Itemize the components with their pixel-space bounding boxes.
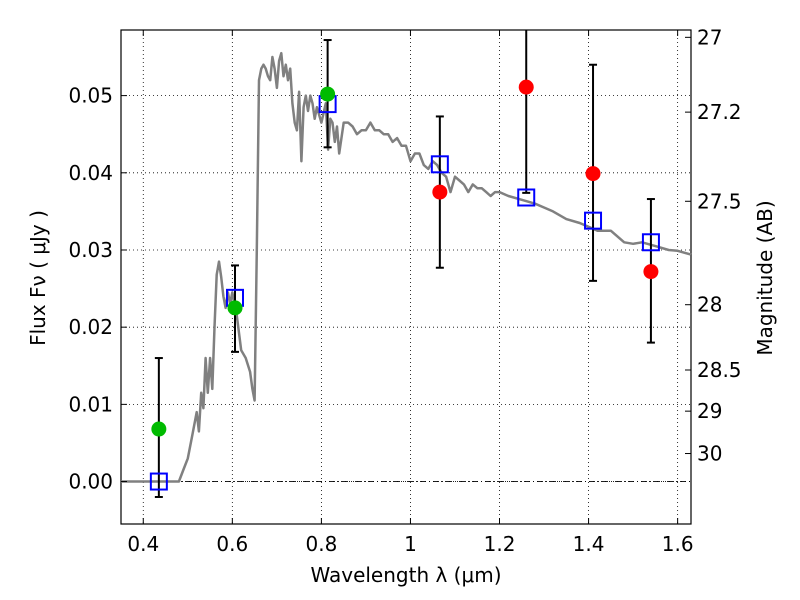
right-tick-label: 30 (697, 442, 722, 466)
right-tick-label: 27 (697, 25, 722, 49)
grid-x (142, 30, 679, 524)
x-tick-label: 1.4 (573, 532, 605, 556)
observed-red-point (643, 264, 659, 280)
observed-red-point (432, 184, 448, 200)
y-tick-label: 0.04 (68, 161, 113, 185)
observed-green-point (151, 421, 167, 437)
x-tick-label: 0.4 (127, 532, 159, 556)
model-photometry-point (430, 155, 449, 174)
observed-red-point (585, 166, 601, 182)
y-tick-label: 0.05 (68, 84, 113, 108)
marks (121, 30, 692, 498)
model-photometry-point (584, 211, 603, 230)
model-photometry-point (149, 472, 168, 491)
observed-green-point (227, 300, 243, 316)
right-axis-label: Magnitude (AB) (753, 200, 777, 355)
x-tick-label: 1.6 (662, 532, 694, 556)
y-axis-label: Flux Fν ( μJy ) (26, 210, 50, 346)
x-axis-label: Wavelength λ (μm) (310, 563, 501, 587)
right-tick-label: 28.5 (697, 358, 742, 382)
right-tick-label: 27.2 (697, 100, 742, 124)
x-tick-label: 1 (404, 532, 417, 556)
y-tick-label: 0.01 (68, 392, 113, 416)
model-photometry-point (517, 188, 536, 207)
y-tick-label: 0.02 (68, 315, 113, 339)
right-tick-label: 27.5 (697, 189, 742, 213)
model-spectrum-line (121, 51, 692, 483)
plot-frame (120, 29, 692, 525)
x-tick-label: 0.8 (305, 532, 337, 556)
right-tick-label: 29 (697, 399, 722, 423)
grid-y (121, 95, 691, 482)
model-photometry-point (641, 233, 660, 252)
observed-green-point (320, 86, 336, 102)
x-tick-label: 1.2 (484, 532, 516, 556)
y-tick-label: 0.03 (68, 238, 113, 262)
ticks: 0.4 0.6 0.8 1 1.2 1.4 1.6 0.00 0.01 0.02 0.03 0.04 0… (68, 25, 741, 556)
observed-red-point (518, 79, 534, 95)
y-tick-label: 0.00 (68, 470, 113, 494)
x-tick-label: 0.6 (216, 532, 248, 556)
right-tick-label: 28 (697, 293, 722, 317)
